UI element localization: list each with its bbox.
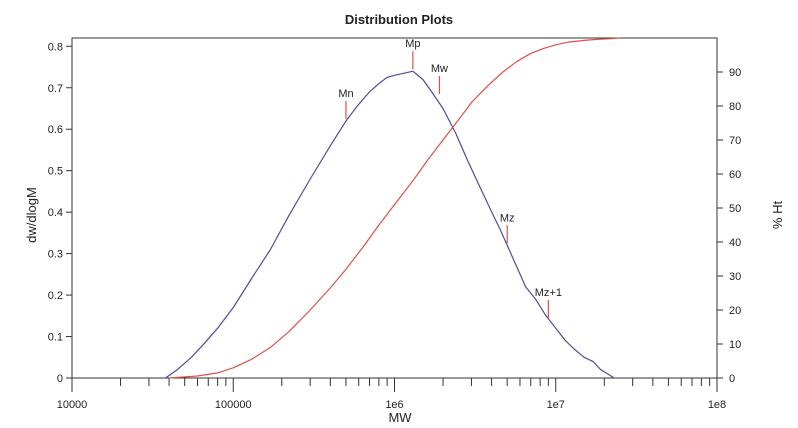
y2-tick-label: 10 [729,339,741,351]
y-tick-label: 0.1 [48,332,63,344]
x-tick-label: 100000 [215,399,252,411]
y2-tick-label: 30 [729,271,741,283]
marker-label: Mn [338,88,353,100]
y2-tick-label: 0 [729,373,735,385]
x-tick-label: 1e6 [385,399,403,411]
y-axis-left: 0 0.1 0.2 0.3 0.4 0.5 0.6 0.7 0.8 [48,41,72,385]
y2-tick-label: 80 [729,101,741,113]
y-tick-label: 0.7 [48,83,63,95]
plot-area [71,37,718,379]
cumulative-series-line [169,37,620,379]
y2-tick-label: 60 [729,169,741,181]
y2-tick-label: 50 [729,203,741,215]
marker-layer: Mn Mp Mw Mz Mz+1 [338,38,562,318]
y-axis-label: dw/dlogM [24,187,39,243]
y-axis-right: 0 10 20 30 40 50 60 70 80 90 [717,67,741,385]
y2-tick-label: 40 [729,237,741,249]
y-tick-label: 0.6 [48,124,63,136]
x-tick-label: 10000 [57,399,88,411]
y-tick-label: 0.2 [48,290,63,302]
x-axis: 10000 100000 1e6 1e7 1e8 [57,378,726,411]
y-tick-label: 0 [57,373,63,385]
y-tick-label: 0.4 [48,207,63,219]
x-tick-label: 1e7 [547,399,565,411]
series-layer [165,37,620,379]
y-tick-label: 0.8 [48,41,63,53]
plot-border [71,37,718,379]
x-axis-label: MW [388,410,412,425]
y2-tick-label: 20 [729,305,741,317]
y2-axis-label: % Ht [770,201,785,230]
y2-tick-label: 90 [729,67,741,79]
marker-label: Mz+1 [535,287,562,299]
marker-label: Mp [405,38,420,50]
marker-label: Mz [500,212,515,224]
x-tick-label: 1e8 [708,399,726,411]
y-tick-label: 0.3 [48,249,63,261]
marker-label: Mw [431,63,448,75]
y2-tick-label: 70 [729,135,741,147]
chart-title: Distribution Plots [345,12,453,27]
distribution-series-line [165,70,615,379]
y-tick-label: 0.5 [48,166,63,178]
